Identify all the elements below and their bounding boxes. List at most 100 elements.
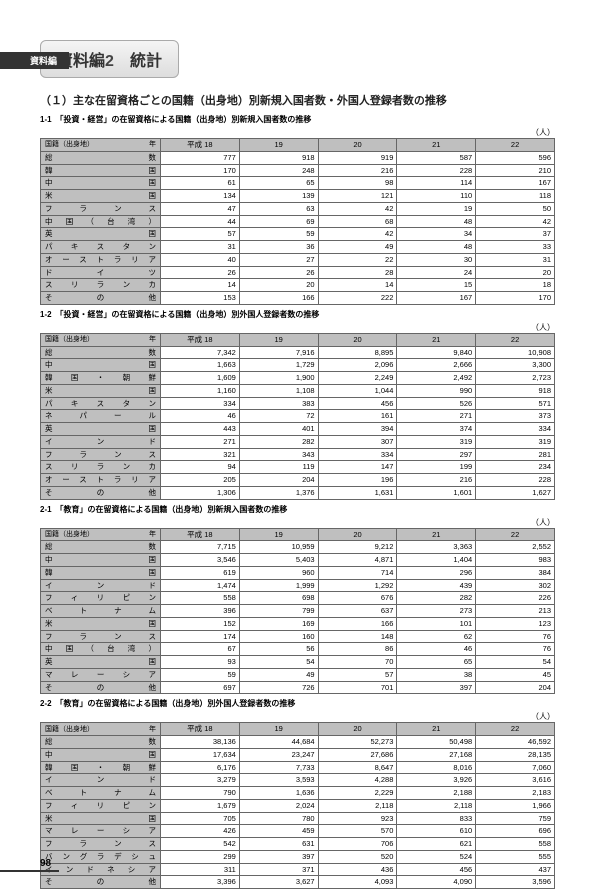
- row-header: オーストラリア: [41, 253, 161, 266]
- cell: 319: [397, 435, 476, 448]
- cell: 524: [397, 850, 476, 863]
- cell: 2,666: [397, 359, 476, 372]
- cell: 121: [318, 190, 397, 203]
- row-header: その他: [41, 876, 161, 889]
- col-header: 21: [397, 139, 476, 152]
- cell: 558: [161, 592, 240, 605]
- cell: 48: [397, 241, 476, 254]
- cell: 282: [239, 435, 318, 448]
- cell: 222: [318, 292, 397, 305]
- cell: 42: [318, 202, 397, 215]
- cell: 777: [161, 151, 240, 164]
- cell: 3,546: [161, 554, 240, 567]
- col-header: 20: [318, 528, 397, 541]
- cell: 33: [476, 241, 555, 254]
- unit-label-4: （人）: [0, 711, 555, 722]
- col-header: 22: [476, 333, 555, 346]
- cell: 69: [239, 215, 318, 228]
- cell: 334: [161, 397, 240, 410]
- col-header: 22: [476, 723, 555, 736]
- cell: 555: [476, 850, 555, 863]
- col-header: 22: [476, 139, 555, 152]
- cell: 334: [476, 423, 555, 436]
- cell: 76: [476, 630, 555, 643]
- cell: 8,016: [397, 761, 476, 774]
- col-header: 国籍（出身地）年: [41, 528, 161, 541]
- cell: 49: [318, 241, 397, 254]
- cell: 3,300: [476, 359, 555, 372]
- cell: 397: [397, 681, 476, 694]
- col-header: 平成 18: [161, 723, 240, 736]
- cell: 119: [239, 461, 318, 474]
- cell: 46,592: [476, 736, 555, 749]
- col-header: 平成 18: [161, 528, 240, 541]
- cell: 706: [318, 838, 397, 851]
- cell: 714: [318, 566, 397, 579]
- cell: 49: [239, 668, 318, 681]
- col-header: 22: [476, 528, 555, 541]
- cell: 371: [239, 863, 318, 876]
- col-header: 21: [397, 333, 476, 346]
- cell: 47: [161, 202, 240, 215]
- cell: 167: [476, 177, 555, 190]
- cell: 1,900: [239, 372, 318, 385]
- table-3: 国籍（出身地）年平成 1819202122総数7,71510,9599,2123…: [40, 528, 555, 695]
- cell: 7,715: [161, 541, 240, 554]
- row-header: フィリピン: [41, 799, 161, 812]
- unit-label-2: （人）: [0, 322, 555, 333]
- cell: 19: [397, 202, 476, 215]
- cell: 170: [161, 164, 240, 177]
- row-header: 中国: [41, 748, 161, 761]
- cell: 374: [397, 423, 476, 436]
- cell: 37: [476, 228, 555, 241]
- cell: 22: [318, 253, 397, 266]
- title-wrap: 資料編2 統計: [40, 40, 595, 78]
- table-4: 国籍（出身地）年平成 1819202122総数38,13644,68452,27…: [40, 722, 555, 889]
- col-header: 20: [318, 723, 397, 736]
- table3-subtitle: 2-1 「教育」の在留資格による国籍（出身地）別新規入国者数の推移: [40, 504, 555, 515]
- cell: 31: [476, 253, 555, 266]
- cell: 6,176: [161, 761, 240, 774]
- cell: 401: [239, 423, 318, 436]
- cell: 166: [239, 292, 318, 305]
- cell: 960: [239, 566, 318, 579]
- cell: 93: [161, 656, 240, 669]
- cell: 3,926: [397, 774, 476, 787]
- cell: 110: [397, 190, 476, 203]
- cell: 397: [239, 850, 318, 863]
- cell: 27,168: [397, 748, 476, 761]
- cell: 281: [476, 448, 555, 461]
- cell: 297: [397, 448, 476, 461]
- cell: 676: [318, 592, 397, 605]
- row-header: 韓国: [41, 566, 161, 579]
- row-header: 韓国・朝鮮: [41, 372, 161, 385]
- cell: 596: [476, 151, 555, 164]
- title-suffix: 統計: [130, 53, 162, 70]
- cell: 321: [161, 448, 240, 461]
- cell: 4,090: [397, 876, 476, 889]
- cell: 38,136: [161, 736, 240, 749]
- cell: 319: [476, 435, 555, 448]
- cell: 705: [161, 812, 240, 825]
- cell: 50,498: [397, 736, 476, 749]
- cell: 86: [318, 643, 397, 656]
- cell: 59: [161, 668, 240, 681]
- cell: 8,895: [318, 346, 397, 359]
- cell: 15: [397, 279, 476, 292]
- row-header: フィリピン: [41, 592, 161, 605]
- row-header: フランス: [41, 202, 161, 215]
- cell: 587: [397, 151, 476, 164]
- cell: 52,273: [318, 736, 397, 749]
- row-header: 英国: [41, 656, 161, 669]
- cell: 68: [318, 215, 397, 228]
- header-tab: 資料編: [0, 52, 69, 69]
- cell: 42: [318, 228, 397, 241]
- cell: 1,966: [476, 799, 555, 812]
- row-header: ネパール: [41, 410, 161, 423]
- cell: 153: [161, 292, 240, 305]
- unit-label-3: （人）: [0, 517, 555, 528]
- cell: 226: [476, 592, 555, 605]
- row-header: 米国: [41, 812, 161, 825]
- cell: 1,108: [239, 384, 318, 397]
- cell: 27: [239, 253, 318, 266]
